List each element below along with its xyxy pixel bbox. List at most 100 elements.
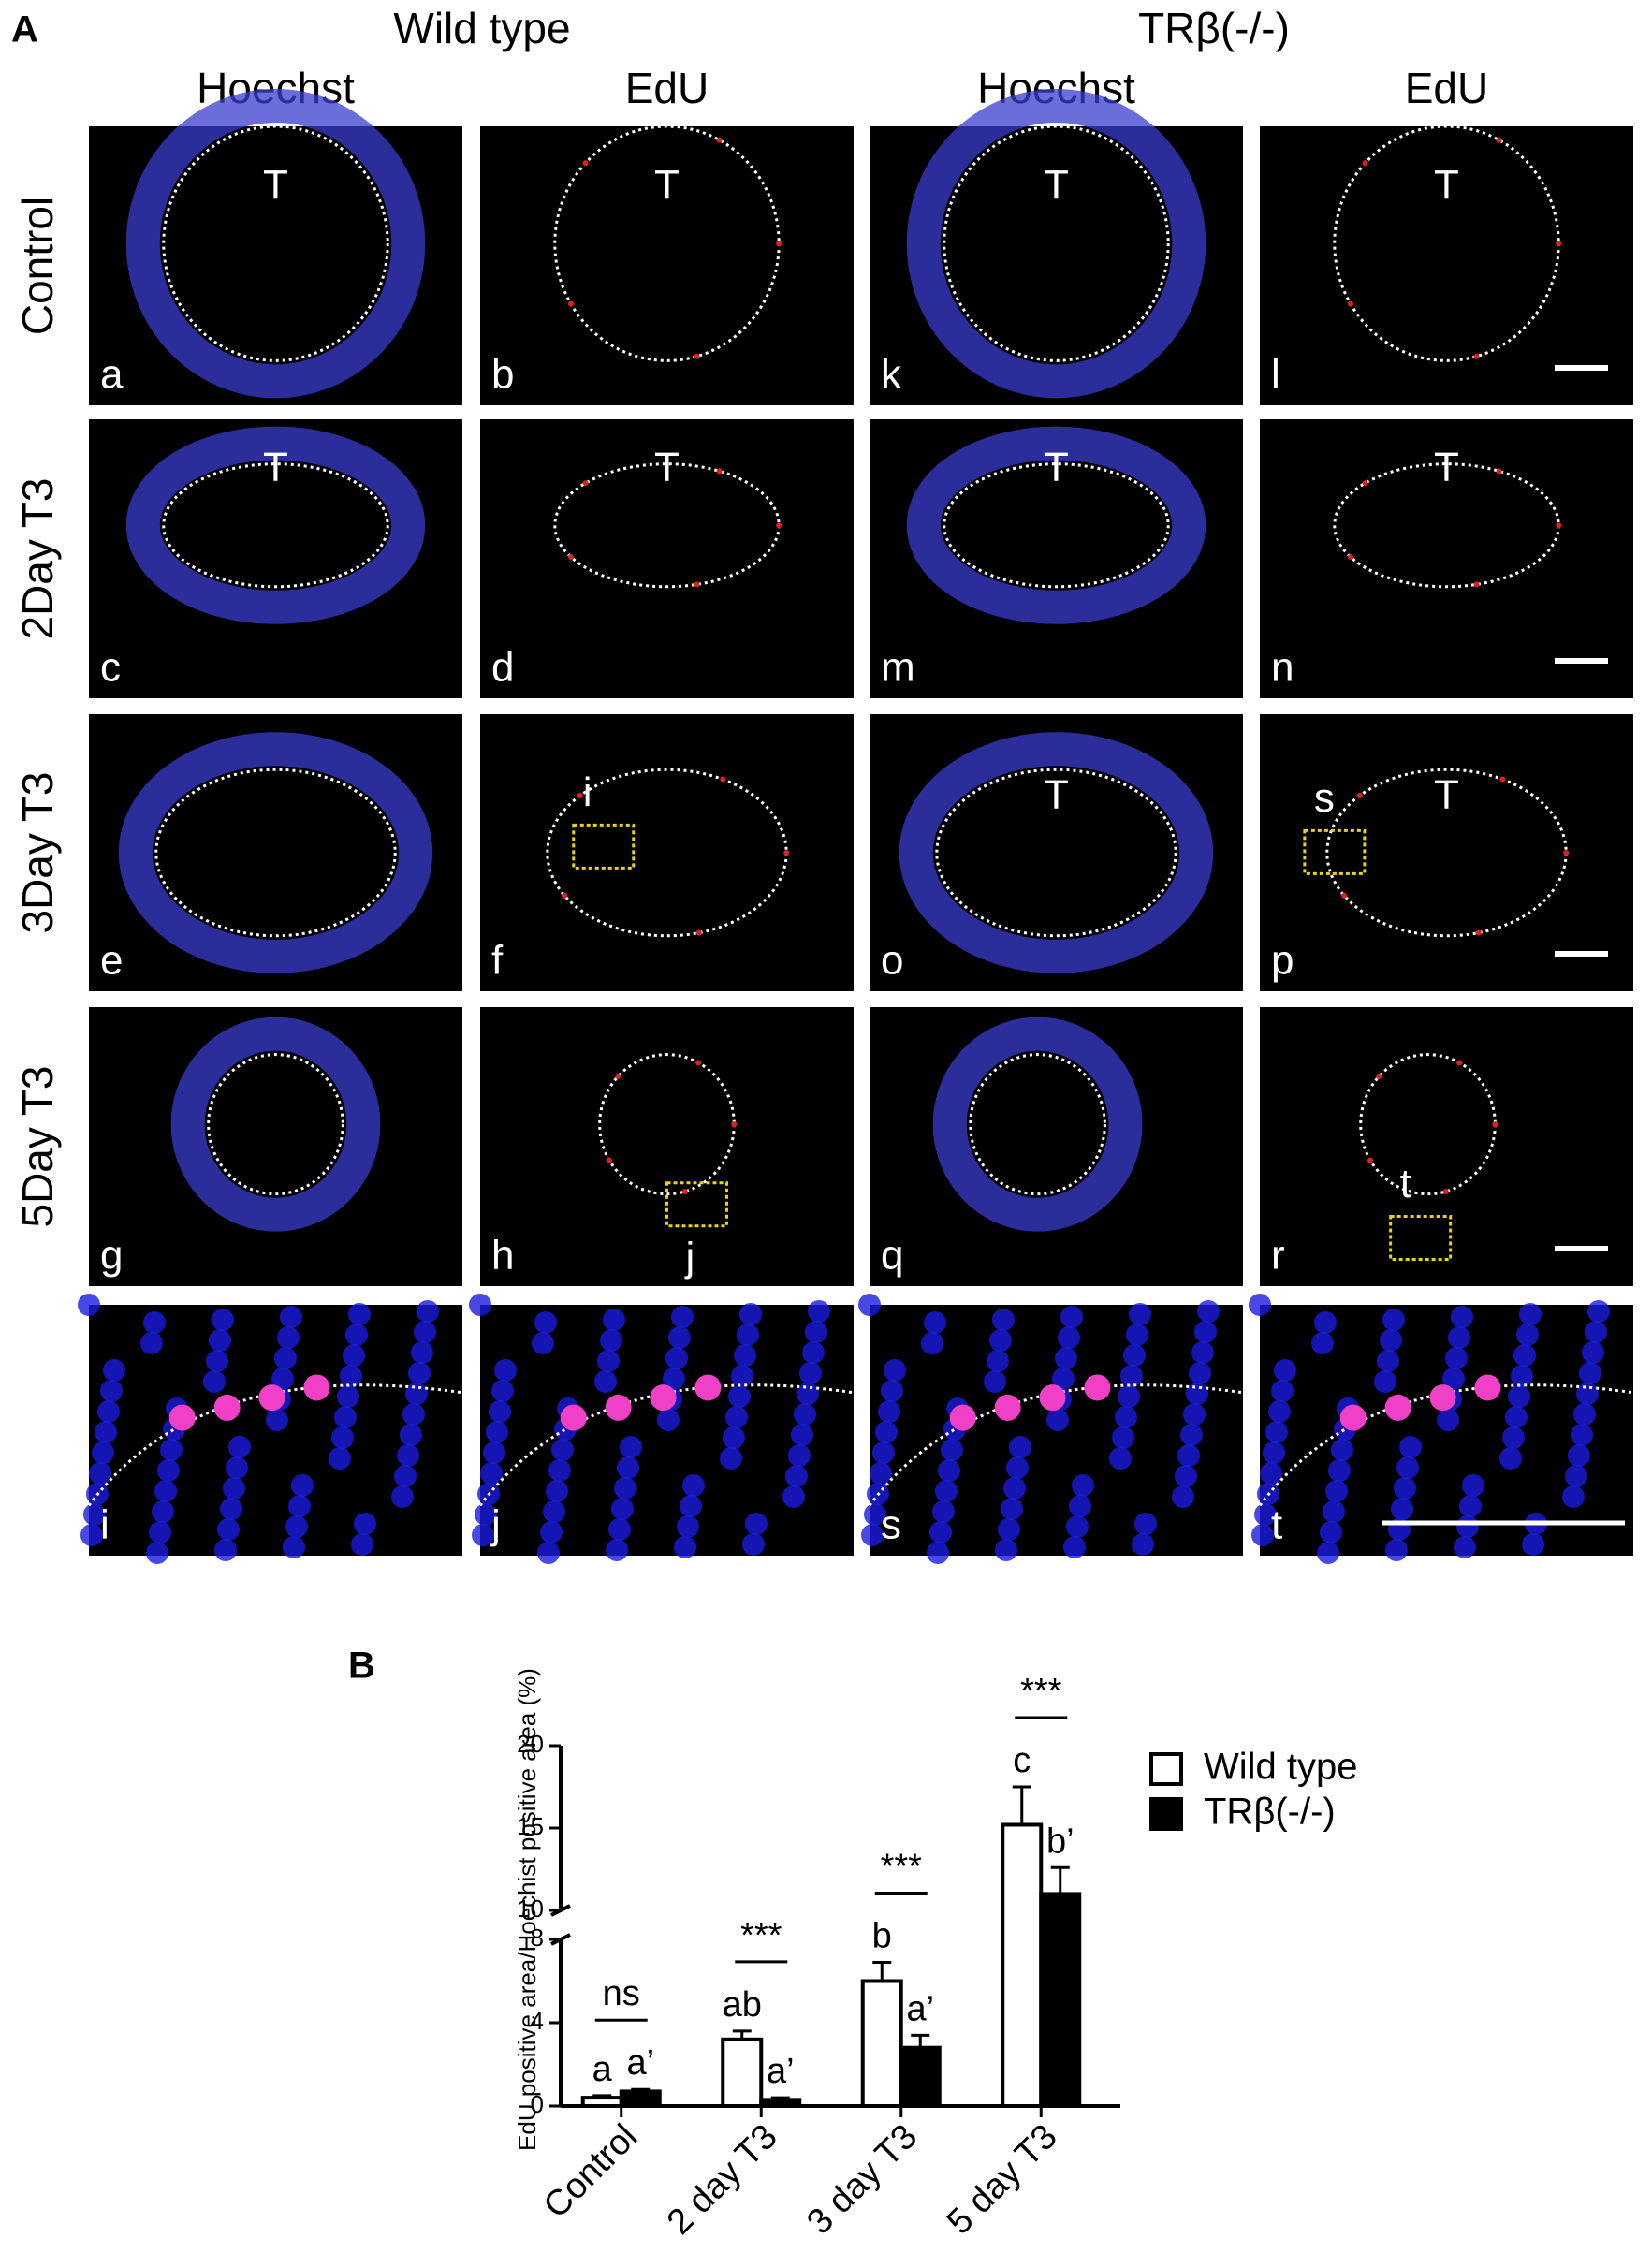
- row-label: Control: [13, 197, 62, 335]
- significance-letter: ab: [723, 1985, 762, 2025]
- nucleus: [797, 1383, 819, 1405]
- panel-letter: c: [100, 645, 121, 691]
- nucleus: [203, 1370, 226, 1393]
- edu-signal: [615, 1073, 621, 1079]
- nucleus: [728, 1385, 751, 1408]
- edu-signal: [1473, 353, 1480, 359]
- nucleus: [1180, 1424, 1203, 1446]
- nucleus: [802, 1341, 825, 1364]
- nucleus: [657, 1409, 680, 1431]
- nucleus: [491, 1380, 514, 1402]
- nucleus: [987, 1350, 1009, 1372]
- nucleus: [285, 1515, 308, 1538]
- x-tick-label: Control: [536, 2117, 645, 2226]
- edu-signal: [1496, 137, 1502, 143]
- y-tick-label: 20: [517, 1730, 544, 1758]
- edu-signal: [567, 554, 574, 561]
- edu-cell: [949, 1404, 976, 1431]
- nucleus: [799, 1362, 822, 1384]
- nucleus: [805, 1321, 827, 1343]
- nucleus: [929, 1521, 952, 1543]
- micrograph: [480, 1007, 854, 1286]
- edu-signal: [1347, 554, 1353, 561]
- nucleus: [274, 1347, 297, 1369]
- nucleus: [146, 1542, 168, 1564]
- bar: [1039, 1892, 1082, 2109]
- nucleus: [1063, 1536, 1086, 1558]
- row-label: 3Day T3: [13, 771, 62, 933]
- tissue-label: T: [263, 444, 288, 490]
- significance-letter: a’: [767, 2052, 795, 2091]
- bar: [759, 2098, 802, 2108]
- nucleus: [998, 1518, 1020, 1541]
- nucleus: [1009, 1436, 1031, 1458]
- edu-cell: [213, 1394, 241, 1421]
- tissue: [906, 426, 1206, 624]
- error-bar: [770, 2096, 790, 2100]
- nucleus: [548, 1459, 571, 1482]
- nucleus: [1562, 1485, 1585, 1508]
- panel-letter: a: [100, 352, 124, 398]
- nucleus: [794, 1403, 816, 1426]
- nucleus: [92, 1441, 114, 1464]
- edu-signal: [562, 892, 568, 899]
- nucleus: [212, 1309, 234, 1331]
- tissue: [118, 732, 433, 973]
- nucleus: [858, 1294, 881, 1316]
- nucleus: [83, 1503, 106, 1526]
- bar: [1001, 1822, 1044, 2108]
- nucleus: [1320, 1521, 1342, 1543]
- nucleus: [1072, 1474, 1094, 1497]
- edu-signal: [1556, 522, 1562, 529]
- panel-letter: q: [881, 1233, 903, 1279]
- nucleus: [1382, 1309, 1405, 1331]
- stain-header: EdU: [1405, 64, 1488, 112]
- y-tick-label: 8: [531, 1924, 544, 1952]
- nucleus: [1374, 1370, 1396, 1393]
- nucleus: [1115, 1406, 1137, 1428]
- nucleus: [1511, 1365, 1533, 1387]
- nucleus: [334, 1406, 357, 1428]
- nucleus: [878, 1400, 900, 1423]
- nucleus: [1052, 1368, 1075, 1390]
- nucleus: [1448, 1326, 1470, 1349]
- nucleus: [1325, 1480, 1348, 1502]
- nucleus: [160, 1439, 183, 1461]
- nucleus: [941, 1439, 963, 1461]
- nucleus: [1060, 1306, 1083, 1328]
- edu-signal: [731, 1121, 738, 1128]
- bar: [580, 2096, 623, 2109]
- nucleus: [989, 1329, 1012, 1352]
- nucleus: [1579, 1362, 1601, 1384]
- nucleus: [489, 1400, 511, 1423]
- nucleus: [1249, 1294, 1271, 1316]
- nucleus: [1451, 1306, 1473, 1328]
- edu-cell: [1084, 1374, 1111, 1401]
- outline: [207, 1053, 344, 1196]
- edu-signal: [720, 776, 726, 783]
- nucleus: [486, 1421, 508, 1443]
- nucleus: [494, 1359, 517, 1382]
- nucleus: [209, 1329, 231, 1352]
- nucleus: [206, 1350, 228, 1372]
- micrograph: [480, 714, 854, 991]
- comparison-label: ***: [881, 1848, 923, 1887]
- nucleus: [680, 1495, 702, 1517]
- nucleus: [329, 1447, 351, 1470]
- nucleus: [543, 1500, 565, 1523]
- nucleus: [1197, 1300, 1220, 1323]
- nucleus: [391, 1485, 414, 1508]
- nucleus: [1134, 1513, 1157, 1535]
- nucleus: [808, 1300, 830, 1323]
- nucleus: [1274, 1359, 1296, 1382]
- micrograph: [1260, 1007, 1633, 1286]
- comparison-label: ns: [603, 1974, 640, 2013]
- nucleus: [546, 1480, 568, 1502]
- nucleus: [340, 1365, 362, 1387]
- nucleus: [663, 1368, 685, 1390]
- error-bar: [732, 2029, 752, 2040]
- error-bar: [872, 1960, 892, 1982]
- nucleus: [1396, 1456, 1419, 1479]
- panel-letter: b: [491, 352, 514, 398]
- nucleus: [734, 1344, 756, 1367]
